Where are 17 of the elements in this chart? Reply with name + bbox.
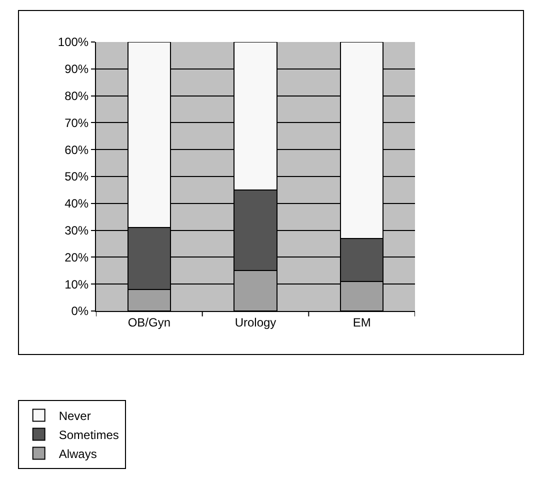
y-tick-label: 90% (64, 62, 89, 76)
y-tick-label: 50% (64, 170, 89, 184)
y-tick-label: 70% (64, 116, 89, 130)
x-tick-label: EM (352, 315, 371, 330)
x-tick-label: OB/Gyn (128, 315, 171, 330)
y-tick-label: 40% (64, 196, 89, 211)
x-tick-label: Urology (234, 315, 276, 330)
y-tick-label: 60% (64, 142, 89, 157)
y-tick-label: 30% (64, 224, 89, 238)
y-tick-label: 0% (71, 304, 89, 318)
legend-label: Sometimes (58, 428, 119, 442)
y-tick-label: 80% (64, 89, 89, 103)
y-tick-label: 10% (64, 277, 89, 292)
legend-label: Never (58, 408, 91, 423)
y-tick-label: 20% (64, 250, 89, 264)
legend-label: Always (58, 446, 97, 461)
y-tick-label: 100% (58, 35, 89, 50)
